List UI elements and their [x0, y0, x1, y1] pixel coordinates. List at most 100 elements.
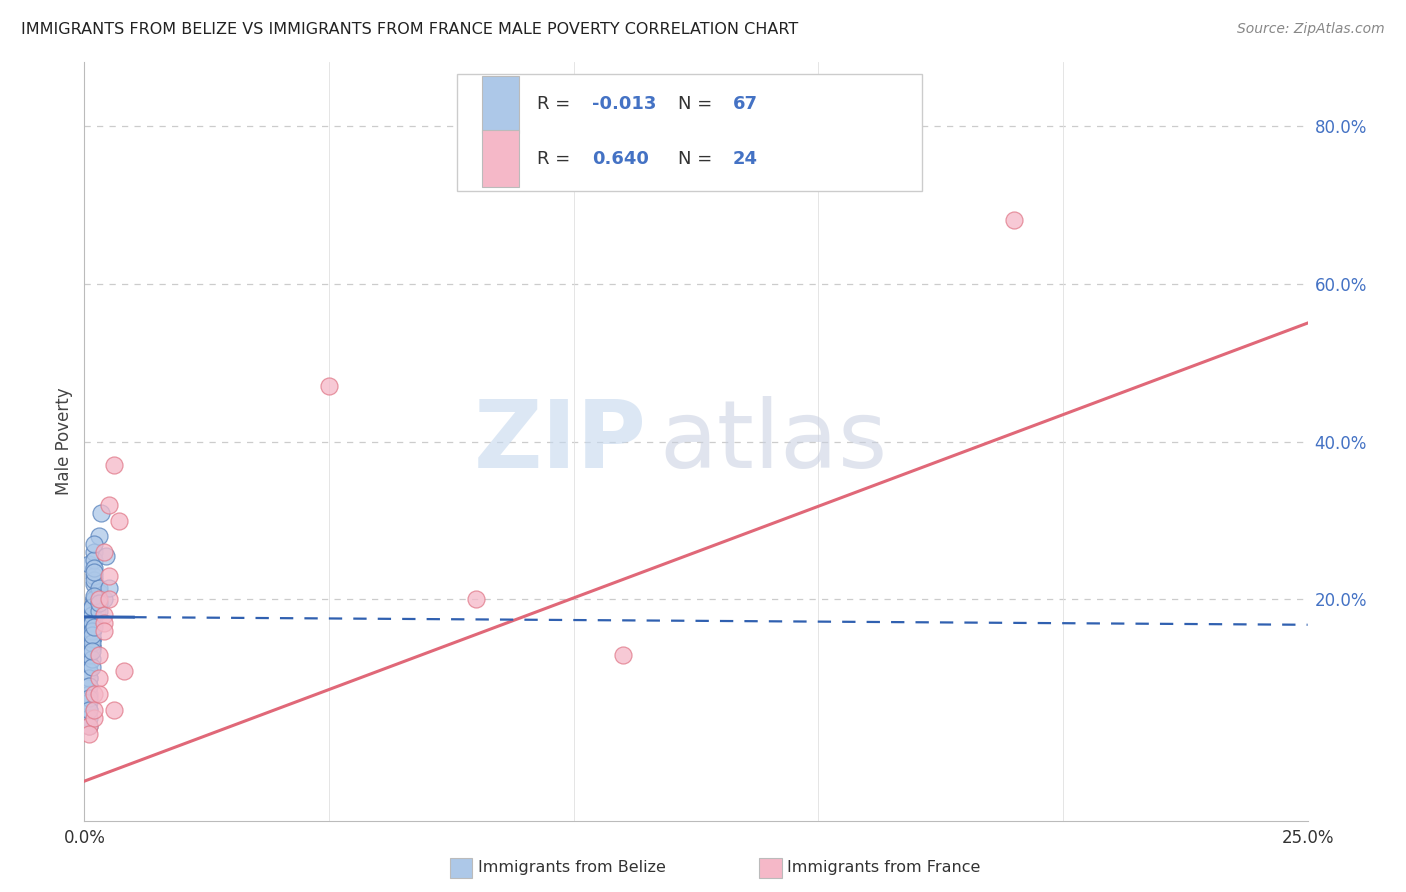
Point — [77, 648, 100, 662]
Point — [77, 679, 100, 693]
Point — [112, 664, 135, 678]
Point — [83, 561, 105, 575]
Point — [77, 557, 100, 571]
Point — [87, 672, 110, 686]
Point — [80, 632, 103, 646]
Point — [80, 659, 103, 673]
Point — [80, 624, 103, 639]
Point — [77, 695, 100, 709]
Point — [77, 612, 100, 626]
Point — [83, 600, 105, 615]
Point — [96, 549, 118, 563]
Point — [83, 573, 105, 587]
Point — [83, 569, 105, 583]
Point — [77, 727, 100, 741]
Point — [80, 624, 103, 639]
Point — [83, 592, 105, 607]
Point — [77, 672, 100, 686]
Point — [83, 565, 105, 579]
Point — [83, 576, 105, 591]
Y-axis label: Male Poverty: Male Poverty — [55, 388, 73, 495]
Point — [83, 589, 105, 603]
Point — [77, 672, 100, 686]
Point — [80, 600, 103, 615]
Text: N =: N = — [678, 150, 717, 168]
Point — [97, 592, 120, 607]
Text: ZIP: ZIP — [474, 395, 647, 488]
Point — [77, 648, 100, 662]
Point — [90, 506, 112, 520]
Point — [80, 628, 103, 642]
Point — [77, 703, 100, 717]
Point — [83, 597, 105, 611]
Point — [77, 703, 100, 717]
Point — [103, 458, 125, 473]
Point — [83, 703, 105, 717]
Point — [80, 632, 103, 646]
Point — [80, 608, 103, 623]
Point — [97, 498, 120, 512]
Point — [93, 608, 115, 623]
Point — [77, 691, 100, 706]
Point — [80, 616, 103, 631]
Text: R =: R = — [537, 150, 576, 168]
Point — [80, 644, 103, 658]
Text: 67: 67 — [733, 95, 758, 113]
Point — [77, 687, 100, 701]
Point — [77, 719, 100, 733]
Point — [93, 545, 115, 559]
Text: atlas: atlas — [659, 395, 887, 488]
Point — [80, 636, 103, 650]
Point — [87, 584, 110, 599]
Point — [77, 711, 100, 725]
Bar — [482, 130, 519, 187]
Point — [77, 648, 100, 662]
Point — [87, 529, 110, 543]
Point — [83, 545, 105, 559]
Point — [93, 616, 115, 631]
Point — [107, 514, 129, 528]
Text: -0.013: -0.013 — [592, 95, 657, 113]
Point — [464, 592, 486, 607]
Point — [83, 616, 105, 631]
Text: 0.640: 0.640 — [592, 150, 650, 168]
Point — [77, 656, 100, 670]
Point — [80, 608, 103, 623]
Point — [77, 679, 100, 693]
Point — [97, 569, 120, 583]
Point — [83, 711, 105, 725]
Text: 24: 24 — [733, 150, 758, 168]
Point — [80, 624, 103, 639]
Point — [87, 597, 110, 611]
Text: R =: R = — [537, 95, 576, 113]
Point — [77, 620, 100, 634]
Point — [87, 604, 110, 618]
Point — [93, 592, 115, 607]
FancyBboxPatch shape — [457, 74, 922, 191]
Point — [77, 656, 100, 670]
Point — [80, 616, 103, 631]
Point — [83, 553, 105, 567]
Point — [80, 608, 103, 623]
Point — [612, 648, 634, 662]
Point — [80, 640, 103, 654]
Text: Source: ZipAtlas.com: Source: ZipAtlas.com — [1237, 22, 1385, 37]
Point — [87, 687, 110, 701]
Point — [80, 624, 103, 639]
Text: N =: N = — [678, 95, 717, 113]
Point — [86, 604, 108, 618]
Text: IMMIGRANTS FROM BELIZE VS IMMIGRANTS FROM FRANCE MALE POVERTY CORRELATION CHART: IMMIGRANTS FROM BELIZE VS IMMIGRANTS FRO… — [21, 22, 799, 37]
Point — [87, 648, 110, 662]
Point — [83, 537, 105, 551]
Point — [93, 624, 115, 639]
Point — [83, 592, 105, 607]
Point — [87, 581, 110, 595]
Point — [80, 632, 103, 646]
Point — [80, 651, 103, 665]
Bar — [482, 76, 519, 133]
Point — [87, 592, 110, 607]
Point — [1002, 213, 1025, 227]
Point — [77, 719, 100, 733]
Point — [97, 581, 120, 595]
Point — [103, 703, 125, 717]
